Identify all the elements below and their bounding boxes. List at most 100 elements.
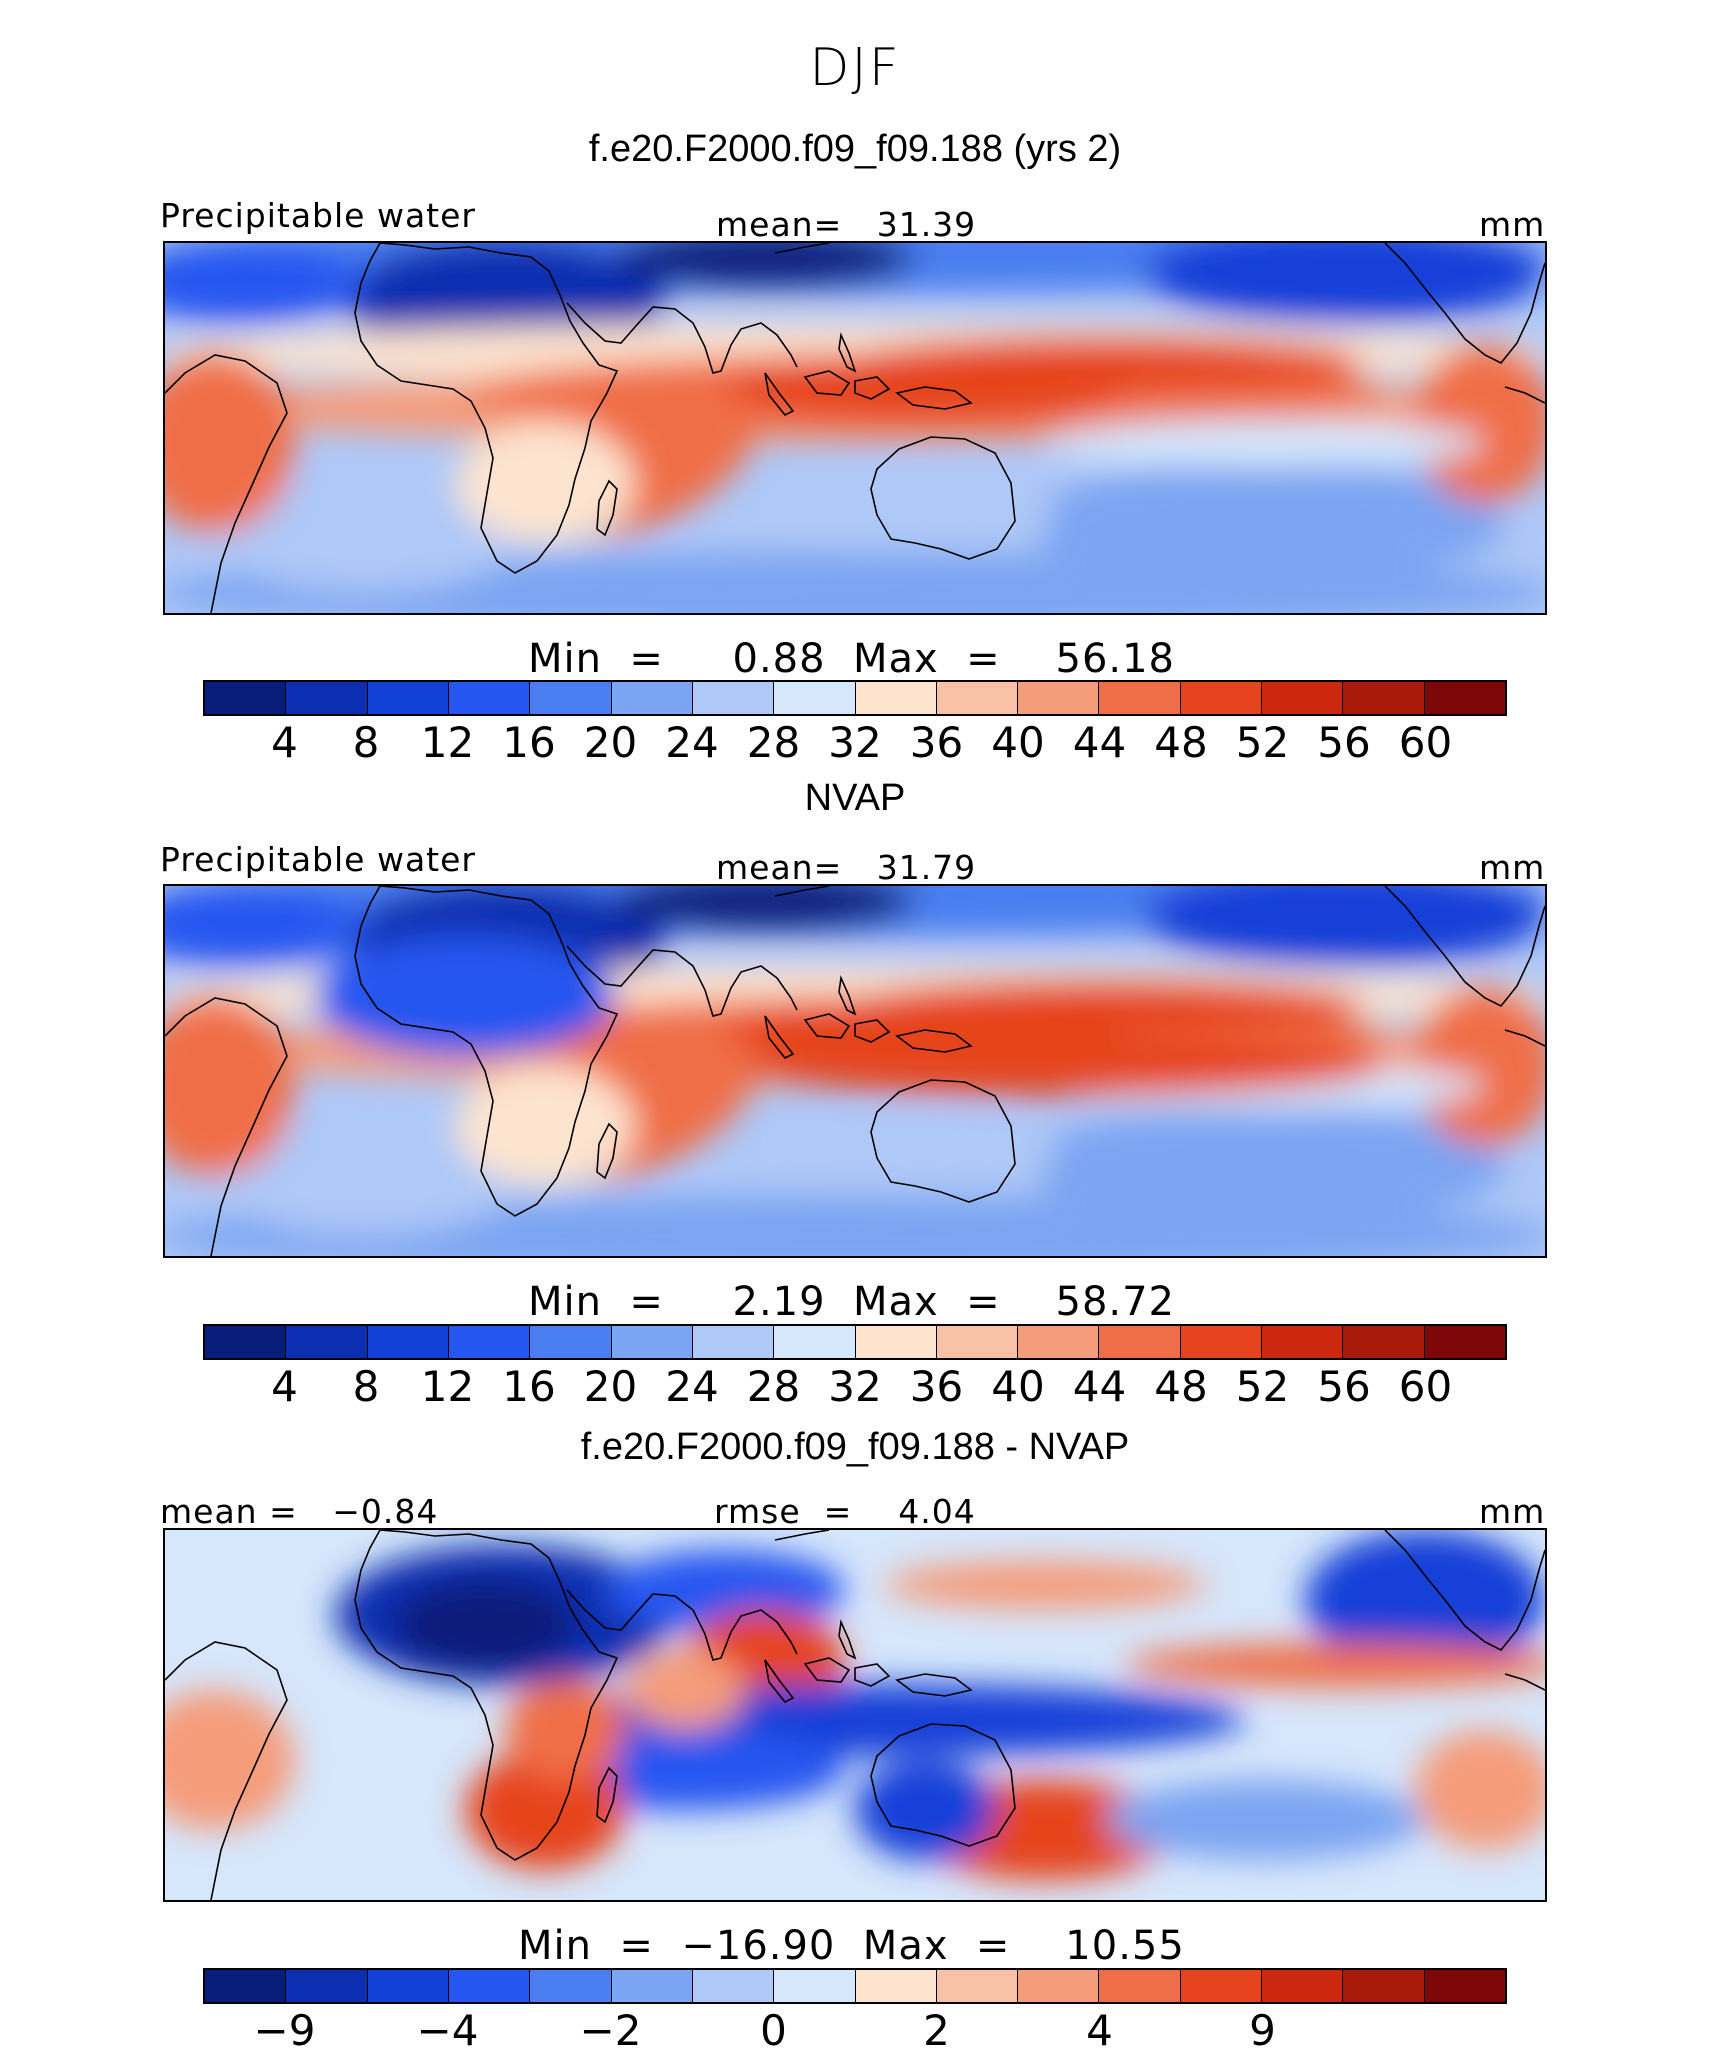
colorbar-tick-label: 48 bbox=[1154, 1362, 1208, 1411]
coastline bbox=[838, 975, 857, 1016]
colorbar-bin bbox=[692, 1326, 775, 1358]
colorbar-bin bbox=[1262, 1326, 1344, 1358]
contour-region bbox=[165, 886, 365, 966]
contour-region bbox=[795, 1116, 1055, 1196]
coastline bbox=[596, 1766, 618, 1824]
colorbar-tick-label: 56 bbox=[1317, 718, 1371, 767]
colorbar-bin bbox=[367, 1970, 449, 2002]
colorbar-bin bbox=[1018, 1970, 1100, 2002]
colorbar-bin bbox=[774, 1326, 856, 1358]
panel2-colorbar bbox=[203, 1324, 1507, 1360]
colorbar-bin bbox=[611, 1326, 693, 1358]
colorbar-bin bbox=[692, 1970, 775, 2002]
colorbar-tick-label: 4 bbox=[1086, 2006, 1113, 2055]
coastline bbox=[803, 1013, 851, 1039]
coastline bbox=[165, 354, 288, 613]
colorbar-tick-label: −4 bbox=[416, 2006, 479, 2055]
season-title: DJF bbox=[809, 38, 901, 98]
colorbar-tick-label: 9 bbox=[1249, 2006, 1276, 2055]
colorbar-bin bbox=[692, 682, 775, 714]
colorbar-tick-label: 0 bbox=[760, 2006, 787, 2055]
colorbar-bin bbox=[205, 1970, 287, 2002]
coastline bbox=[764, 372, 795, 417]
colorbar-bin bbox=[448, 1326, 531, 1358]
contour-region bbox=[1045, 419, 1485, 467]
contour-region bbox=[315, 936, 615, 1056]
panel1-left-label: Precipitable water bbox=[160, 196, 476, 235]
colorbar-bin bbox=[530, 1970, 612, 2002]
colorbar-bin bbox=[936, 1970, 1019, 2002]
colorbar-bin bbox=[530, 1326, 612, 1358]
colorbar-tick-label: 60 bbox=[1398, 718, 1453, 767]
colorbar-tick-label: 12 bbox=[420, 1362, 475, 1411]
panel1-map bbox=[163, 241, 1547, 615]
contour-region bbox=[205, 473, 525, 593]
contour-region bbox=[165, 1690, 295, 1830]
panel1-title: f.e20.F2000.f09_f09.188 (yrs 2) bbox=[588, 128, 1122, 170]
colorbar-tick-label: 60 bbox=[1398, 1362, 1453, 1411]
contour-region bbox=[1105, 1780, 1425, 1860]
colorbar-bin bbox=[774, 682, 856, 714]
colorbar-bin bbox=[1262, 682, 1344, 714]
coastline bbox=[354, 1530, 619, 1861]
colorbar-bin bbox=[1099, 1326, 1181, 1358]
coastline bbox=[566, 1589, 798, 1661]
colorbar-bin bbox=[448, 1970, 531, 2002]
panel2-unit-label: mm bbox=[1479, 848, 1546, 887]
colorbar-bin bbox=[936, 1326, 1019, 1358]
colorbar-tick-label: 8 bbox=[352, 1362, 380, 1411]
colorbar-bin bbox=[1018, 1326, 1100, 1358]
colorbar-tick-label: 2 bbox=[923, 2006, 950, 2055]
colorbar-tick-label: 56 bbox=[1317, 1362, 1371, 1411]
colorbar-tick-label: 16 bbox=[502, 1362, 556, 1411]
colorbar-bin bbox=[1180, 1326, 1263, 1358]
coastline bbox=[803, 1657, 851, 1683]
coastline bbox=[165, 1641, 288, 1900]
colorbar-bin bbox=[530, 682, 612, 714]
colorbar-bin bbox=[855, 682, 937, 714]
colorbar-bin bbox=[205, 1326, 287, 1358]
coastline bbox=[838, 1619, 857, 1660]
coastline bbox=[854, 1019, 891, 1043]
colorbar-tick-label: 20 bbox=[583, 1362, 638, 1411]
colorbar-bin bbox=[1343, 682, 1425, 714]
panel2-left-label: Precipitable water bbox=[160, 840, 476, 879]
colorbar-bin bbox=[1424, 1970, 1505, 2002]
colorbar-tick-label: 12 bbox=[420, 718, 475, 767]
coastline bbox=[1384, 886, 1545, 1008]
colorbar-tick-label: 32 bbox=[828, 1362, 882, 1411]
coastline bbox=[895, 386, 973, 410]
colorbar-tick-label: 44 bbox=[1072, 718, 1127, 767]
coastline bbox=[566, 945, 798, 1017]
coastline bbox=[596, 1122, 618, 1180]
panel2-title: NVAP bbox=[804, 777, 906, 819]
panel3-rmse-label: rmse = 4.04 bbox=[714, 1492, 976, 1531]
colorbar-tick-label: 36 bbox=[909, 718, 964, 767]
colorbar-tick-label: 40 bbox=[991, 1362, 1045, 1411]
colorbar-bin bbox=[1099, 1970, 1181, 2002]
panel1-colorbar bbox=[203, 680, 1507, 716]
contour-region bbox=[1025, 463, 1505, 583]
coastline bbox=[774, 886, 830, 897]
contour-region bbox=[745, 1036, 1385, 1096]
panel2-map bbox=[163, 884, 1547, 1258]
contour-region bbox=[465, 1750, 625, 1870]
panel1-minmax: Min = 0.88 Max = 56.18 bbox=[528, 636, 1175, 682]
colorbar-bin bbox=[1424, 682, 1505, 714]
contour-region bbox=[165, 353, 295, 533]
colorbar-tick-label: 16 bbox=[502, 718, 556, 767]
contour-region bbox=[455, 423, 635, 543]
coastline bbox=[1504, 1029, 1545, 1047]
coastline bbox=[764, 1015, 795, 1060]
coastline bbox=[566, 302, 798, 374]
colorbar-tick-label: 40 bbox=[991, 718, 1045, 767]
panel3-title: f.e20.F2000.f09_f09.188 - NVAP bbox=[580, 1426, 1130, 1468]
coastline bbox=[854, 376, 891, 400]
colorbar-tick-label: 28 bbox=[746, 1362, 801, 1411]
coastline bbox=[870, 1723, 1016, 1847]
colorbar-tick-label: 44 bbox=[1072, 1362, 1127, 1411]
colorbar-tick-label: 24 bbox=[665, 718, 719, 767]
colorbar-tick-label: 28 bbox=[746, 718, 801, 767]
coastline bbox=[774, 243, 830, 254]
colorbar-tick-label: 8 bbox=[352, 718, 380, 767]
